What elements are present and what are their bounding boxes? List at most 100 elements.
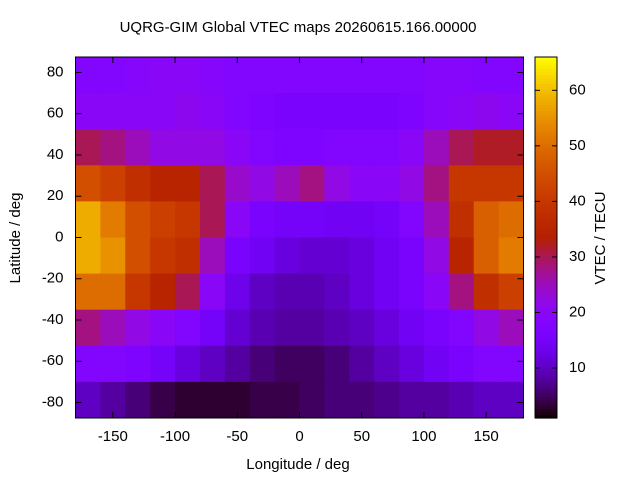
heatmap-cell	[125, 237, 151, 275]
heatmap-cell	[498, 57, 524, 94]
heatmap-cell	[249, 57, 276, 94]
heatmap-cell	[448, 273, 475, 311]
colorbar-segment	[535, 267, 557, 272]
colorbar-segment	[535, 261, 557, 266]
heatmap-cell	[150, 381, 176, 419]
heatmap-cell	[473, 129, 500, 166]
colorbar-segment	[535, 273, 557, 278]
heatmap-cell	[125, 381, 151, 419]
colorbar-segment	[535, 57, 557, 61]
heatmap-cell	[150, 273, 176, 311]
heatmap-cell	[324, 129, 350, 166]
colorbar-segment	[535, 306, 557, 311]
colorbar-tick-label: 50	[569, 137, 586, 154]
heatmap-cell	[75, 129, 101, 166]
colorbar-segment	[535, 189, 557, 193]
heatmap-cell	[199, 309, 226, 347]
colorbar-segment	[535, 249, 557, 254]
heatmap-cell	[399, 237, 425, 275]
heatmap-cell	[448, 345, 475, 383]
heatmap-cell	[100, 345, 126, 383]
heatmap-cell	[448, 237, 475, 275]
colorbar-segment	[535, 411, 557, 416]
colorbar-tick-label: 40	[569, 192, 586, 209]
heatmap-cell	[448, 381, 475, 419]
heatmap-cell	[274, 201, 300, 238]
colorbar-segment	[535, 159, 557, 163]
y-tick-label: 0	[55, 228, 63, 245]
heatmap-cell	[324, 381, 350, 419]
colorbar-segment	[535, 270, 557, 275]
y-tick-label: 80	[47, 63, 64, 80]
heatmap-cell	[274, 309, 300, 347]
heatmap-cell	[423, 201, 450, 238]
heatmap-cell	[374, 129, 400, 166]
heatmap-cell	[349, 129, 375, 166]
colorbar-label: VTEC / TECU	[592, 191, 609, 284]
colorbar-segment	[535, 333, 557, 338]
heatmap-cell	[324, 309, 350, 347]
heatmap-cell	[473, 273, 500, 311]
heatmap-cell	[498, 129, 524, 166]
x-tick-label: 0	[295, 428, 303, 445]
heatmap-cell	[448, 309, 475, 347]
heatmap-cell	[299, 57, 325, 94]
colorbar-segment	[535, 369, 557, 374]
colorbar-segment	[535, 309, 557, 314]
heatmap-cell	[125, 129, 151, 166]
heatmap-cell	[100, 273, 126, 311]
colorbar-segment	[535, 84, 557, 88]
colorbar-segment	[535, 117, 557, 121]
y-tick-label: 20	[47, 187, 64, 204]
colorbar-segment	[535, 363, 557, 368]
colorbar-segment	[535, 180, 557, 184]
colorbar-segment	[535, 66, 557, 70]
colorbar-segment	[535, 192, 557, 196]
colorbar-segment	[535, 96, 557, 100]
heatmap-cell	[374, 309, 400, 347]
colorbar-segment	[535, 381, 557, 386]
colorbar-segment	[535, 291, 557, 296]
heatmap-cell	[498, 93, 524, 130]
colorbar-segment	[535, 231, 557, 236]
heatmap-cell	[448, 129, 475, 166]
y-axis-label: Latitude / deg	[7, 193, 24, 284]
heatmap-cell	[224, 129, 251, 166]
heatmap-cell	[299, 345, 325, 383]
colorbar-segment	[535, 120, 557, 124]
heatmap-cell	[274, 57, 300, 94]
colorbar-segment	[535, 243, 557, 248]
heatmap-cell	[199, 165, 226, 202]
heatmap-cell	[75, 309, 101, 347]
colorbar-segment	[535, 207, 557, 212]
heatmap-cell	[324, 57, 350, 94]
colorbar-segment	[535, 81, 557, 85]
colorbar-segment	[535, 90, 557, 94]
colorbar-segment	[535, 237, 557, 242]
x-tick-label: 50	[353, 428, 370, 445]
heatmap-cell	[349, 165, 375, 202]
heatmap-cell	[324, 237, 350, 275]
x-tick-label: -150	[98, 428, 128, 445]
x-tick-label: -50	[226, 428, 248, 445]
x-axis-label: Longitude / deg	[246, 456, 349, 473]
heatmap-cell	[498, 309, 524, 347]
colorbar-segment	[535, 276, 557, 281]
heatmap-cell	[75, 201, 101, 238]
heatmap-cell	[274, 273, 300, 311]
heatmap-cell	[349, 93, 375, 130]
heatmap-cell	[175, 345, 201, 383]
heatmap-cell	[75, 273, 101, 311]
colorbar-segment	[535, 129, 557, 133]
heatmap-cell	[100, 57, 126, 94]
heatmap-cell	[349, 273, 375, 311]
heatmap-cell	[224, 93, 251, 130]
colorbar-segment	[535, 312, 557, 317]
heatmap-cell	[125, 93, 151, 130]
heatmap-cell	[175, 273, 201, 311]
heatmap-cell	[125, 165, 151, 202]
heatmap-cell	[374, 381, 400, 419]
heatmap-cell	[100, 201, 126, 238]
heatmap-cell	[125, 201, 151, 238]
heatmap-cell	[150, 237, 176, 275]
